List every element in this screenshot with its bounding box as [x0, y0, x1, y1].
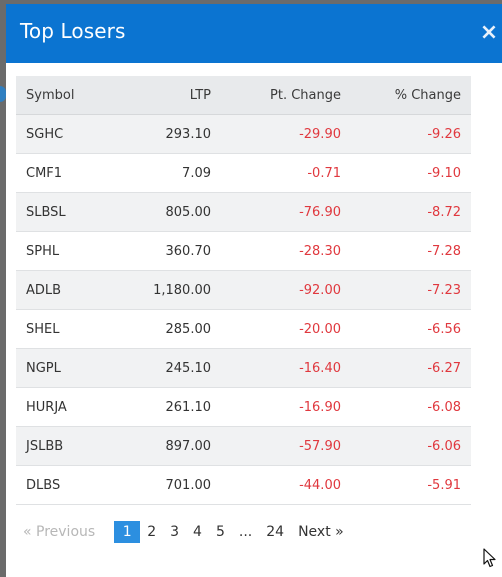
ltp-cell: 285.00: [116, 309, 221, 349]
ltp-cell: 293.10: [116, 114, 221, 154]
column-header-ltp[interactable]: LTP: [116, 76, 221, 115]
pct-change-cell: -6.27: [351, 348, 471, 388]
pt-change-cell: -16.40: [221, 348, 351, 388]
ltp-cell: 805.00: [116, 192, 221, 232]
ltp-cell: 897.00: [116, 426, 221, 466]
pct-change-cell: -6.56: [351, 309, 471, 349]
page-button-5[interactable]: 5: [215, 524, 225, 540]
ltp-cell: 261.10: [116, 387, 221, 427]
pt-change-cell: -76.90: [221, 192, 351, 232]
pct-change-cell: -6.08: [351, 387, 471, 427]
symbol-cell: SPHL: [16, 231, 116, 271]
column-header-symbol[interactable]: Symbol: [16, 76, 116, 115]
table-row[interactable]: HURJA 261.10 -16.90 -6.08: [16, 387, 471, 427]
modal-title: Top Losers: [20, 19, 126, 43]
ltp-cell: 245.10: [116, 348, 221, 388]
mouse-cursor-icon: [483, 548, 496, 568]
pct-change-cell: -8.72: [351, 192, 471, 232]
table-row[interactable]: SPHL 360.70 -28.30 -7.28: [16, 231, 471, 271]
symbol-cell: ADLB: [16, 270, 116, 310]
pt-change-cell: -28.30: [221, 231, 351, 271]
pagination-ellipsis: ...: [238, 524, 253, 540]
pt-change-cell: -0.71: [221, 153, 351, 193]
pct-change-cell: -5.91: [351, 465, 471, 505]
modal-header: Top Losers ×: [6, 4, 502, 63]
pct-change-cell: -7.28: [351, 231, 471, 271]
symbol-cell: CMF1: [16, 153, 116, 193]
pt-change-cell: -29.90: [221, 114, 351, 154]
pt-change-cell: -16.90: [221, 387, 351, 427]
page-button-2[interactable]: 2: [147, 524, 157, 540]
pct-change-cell: -6.06: [351, 426, 471, 466]
column-header-pt-change[interactable]: Pt. Change: [221, 76, 351, 115]
table-row[interactable]: ADLB 1,180.00 -92.00 -7.23: [16, 270, 471, 310]
table-row[interactable]: NGPL 245.10 -16.40 -6.27: [16, 348, 471, 388]
table-row[interactable]: JSLBB 897.00 -57.90 -6.06: [16, 426, 471, 466]
page-button-24[interactable]: 24: [266, 524, 285, 540]
symbol-cell: DLBS: [16, 465, 116, 505]
pt-change-cell: -92.00: [221, 270, 351, 310]
ltp-cell: 701.00: [116, 465, 221, 505]
ltp-cell: 1,180.00: [116, 270, 221, 310]
table-row[interactable]: SGHC 293.10 -29.90 -9.26: [16, 114, 471, 154]
table-header-row: Symbol LTP Pt. Change % Change: [16, 76, 471, 115]
close-icon[interactable]: ×: [479, 20, 499, 45]
pct-change-cell: -7.23: [351, 270, 471, 310]
pct-change-cell: -9.26: [351, 114, 471, 154]
page-button-3[interactable]: 3: [170, 524, 180, 540]
ltp-cell: 360.70: [116, 231, 221, 271]
pct-change-cell: -9.10: [351, 153, 471, 193]
page-button-1[interactable]: 1: [114, 521, 141, 543]
ltp-cell: 7.09: [116, 153, 221, 193]
symbol-cell: NGPL: [16, 348, 116, 388]
pt-change-cell: -57.90: [221, 426, 351, 466]
symbol-cell: SHEL: [16, 309, 116, 349]
next-page-button[interactable]: Next »: [298, 524, 344, 540]
symbol-cell: SGHC: [16, 114, 116, 154]
page-button-4[interactable]: 4: [193, 524, 202, 540]
symbol-cell: JSLBB: [16, 426, 116, 466]
symbol-cell: SLBSL: [16, 192, 116, 232]
symbol-cell: HURJA: [16, 387, 116, 427]
table-row[interactable]: SLBSL 805.00 -76.90 -8.72: [16, 192, 471, 232]
previous-page-button: « Previous: [23, 524, 96, 540]
table-row[interactable]: DLBS 701.00 -44.00 -5.91: [16, 465, 471, 505]
top-losers-table: Symbol LTP Pt. Change % Change SGHC 293.…: [16, 76, 471, 505]
pt-change-cell: -44.00: [221, 465, 351, 505]
column-header-pct-change[interactable]: % Change: [351, 76, 471, 115]
table-row[interactable]: SHEL 285.00 -20.00 -6.56: [16, 309, 471, 349]
table-row[interactable]: CMF1 7.09 -0.71 -9.10: [16, 153, 471, 193]
pagination: « Previous 1 2 3 4 5 ... 24 Next »: [16, 520, 351, 544]
pt-change-cell: -20.00: [221, 309, 351, 349]
background-panel-edge: [0, 86, 6, 102]
